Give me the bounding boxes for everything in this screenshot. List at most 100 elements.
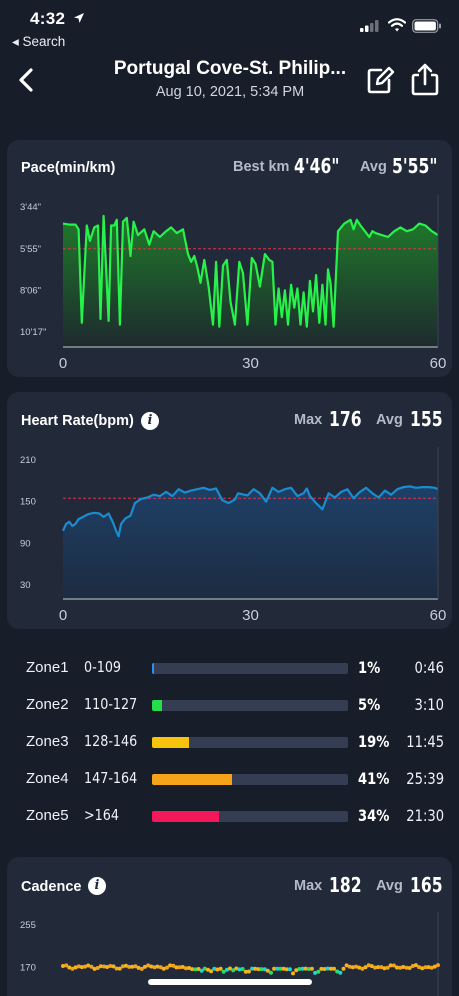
heart-rate-info-icon[interactable]: i: [141, 412, 159, 430]
cadence-point: [215, 967, 220, 972]
cadence-point: [357, 965, 362, 970]
cadence-point: [95, 966, 100, 970]
pace-y-tick: 5'55": [20, 244, 41, 255]
cadence-point: [240, 967, 245, 971]
zone-percent: 1%: [358, 658, 381, 677]
heart-rate-y-tick: 30: [20, 580, 31, 591]
cadence-point: [423, 965, 428, 970]
zone-bar-track: [152, 737, 348, 748]
cadence-point: [120, 964, 125, 969]
cadence-point: [228, 966, 232, 971]
heart-rate-x-tick: 0: [59, 607, 67, 624]
cadence-point: [278, 966, 283, 971]
cadence-point: [253, 966, 258, 971]
cadence-point: [79, 965, 84, 970]
cadence-point: [127, 964, 132, 969]
zone-bar-track: [152, 811, 348, 822]
heart-rate-chart: 210 150 90 30 0 30 60: [20, 447, 447, 624]
cadence-point: [369, 964, 374, 969]
cadence-point: [161, 966, 166, 971]
zone-range: 128-146: [84, 732, 138, 750]
cadence-point: [335, 969, 340, 974]
cadence-point: [206, 967, 210, 972]
cadence-point: [341, 966, 346, 971]
zone-percent: 5%: [358, 695, 381, 714]
status-bar: 4:32 ◂ Search: [0, 0, 459, 49]
cadence-point: [243, 969, 248, 974]
zone-time: 21:30: [406, 806, 444, 825]
cadence-point: [379, 965, 384, 970]
pace-y-tick: 3'44": [20, 202, 41, 213]
zone-percent: 41%: [358, 769, 390, 788]
cadence-avg-value: 165: [410, 873, 443, 897]
cadence-point: [344, 963, 349, 968]
cadence-point: [395, 965, 399, 970]
heart-rate-y-tick: 90: [20, 538, 31, 549]
cadence-info-icon[interactable]: i: [88, 877, 106, 895]
heart-rate-y-tick: 210: [20, 455, 36, 466]
zone-bar-track: [152, 700, 348, 711]
cadence-card: Cadence i Max 182 Avg 165 255 170: [7, 857, 452, 996]
cadence-point: [413, 963, 418, 968]
zone-time: 0:46: [414, 658, 444, 677]
cadence-point: [70, 966, 75, 971]
zone-range: >164: [84, 806, 120, 824]
heart-rate-card: Heart Rate(bpm) i Max 176 Avg 155 210 150…: [7, 392, 452, 629]
cadence-point: [382, 966, 387, 971]
cellular-signal-icon: [360, 20, 379, 32]
cadence-point: [142, 964, 147, 969]
cadence-point: [432, 964, 437, 969]
pace-x-tick: 0: [59, 355, 67, 372]
cadence-point: [300, 966, 305, 971]
cadence-point: [98, 964, 103, 969]
share-icon[interactable]: [409, 62, 441, 96]
cadence-point: [354, 964, 359, 969]
pace-chart: 3'44" 5'55" 8'06" 10'17" 0 30 60: [20, 195, 447, 372]
hr-avg-label: Avg: [376, 412, 403, 428]
cadence-point: [350, 965, 355, 970]
cadence-point: [199, 968, 204, 973]
cadence-point: [124, 963, 128, 968]
cadence-point: [73, 965, 78, 970]
cadence-point: [265, 968, 270, 973]
cadence-point: [325, 966, 330, 971]
edit-icon[interactable]: [365, 64, 395, 96]
cadence-point: [146, 963, 151, 968]
cadence-point: [196, 967, 201, 971]
cadence-point: [155, 964, 160, 969]
home-indicator: [148, 979, 312, 985]
cadence-point: [328, 966, 333, 971]
cadence-point: [218, 966, 223, 971]
back-to-search-link[interactable]: ◂ Search: [12, 34, 66, 49]
cadence-max-label: Max: [294, 878, 323, 894]
cadence-point: [376, 965, 381, 970]
cadence-point: [168, 963, 173, 968]
cadence-point: [234, 966, 239, 971]
cadence-point: [86, 963, 91, 968]
cadence-point: [152, 965, 157, 970]
cadence-point: [212, 966, 217, 971]
pace-x-tick: 60: [430, 355, 447, 372]
cadence-point: [332, 966, 336, 971]
cadence-point: [338, 970, 343, 975]
cadence-point: [417, 965, 422, 970]
zone-bar-fill: [152, 700, 162, 711]
cadence-point: [291, 971, 295, 976]
cadence-point: [89, 964, 94, 969]
zone-name: Zone5: [26, 807, 69, 824]
cadence-point: [294, 968, 299, 973]
cadence-point: [256, 967, 261, 972]
heart-rate-x-tick: 60: [430, 607, 447, 624]
cadence-point: [262, 967, 267, 972]
cadence-point: [246, 969, 251, 974]
pace-avg-label: Avg: [360, 159, 387, 175]
zone-bar-fill: [152, 663, 155, 674]
back-chevron-icon[interactable]: [16, 66, 38, 94]
cadence-point: [187, 966, 192, 970]
cadence-point: [287, 967, 292, 972]
cadence-chart: 255 170: [20, 912, 440, 996]
cadence-point: [309, 966, 314, 971]
cadence-point: [231, 968, 236, 973]
zone-row: Zone3 128-146 19% 11:45: [0, 729, 459, 755]
cadence-point: [64, 963, 69, 968]
